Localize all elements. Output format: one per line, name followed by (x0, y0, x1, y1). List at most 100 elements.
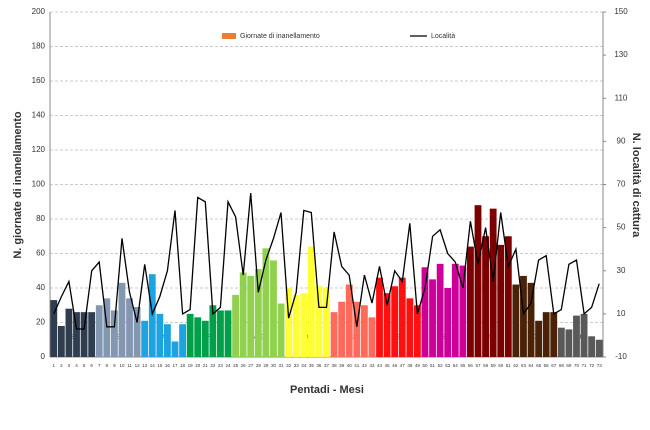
y-tick-label: 20 (36, 318, 45, 327)
x-tick-label: 61 (506, 363, 512, 368)
x-tick-label: 44 (377, 363, 383, 368)
x-tick-label: 69 (566, 363, 572, 368)
x-tick-label: 70 (574, 363, 580, 368)
x-tick-label: 64 (529, 363, 535, 368)
x-tick-label: 3 (68, 363, 71, 368)
x-tick-label: 40 (347, 363, 353, 368)
y-tick-label: 180 (32, 42, 46, 51)
x-tick-label: 13 (142, 363, 148, 368)
x-tick-label: 14 (150, 363, 156, 368)
x-tick-label: 26 (241, 363, 247, 368)
x-tick-label: 34 (301, 363, 307, 368)
bar (565, 329, 573, 357)
y-tick-label: 140 (32, 111, 46, 120)
x-tick-label: 56 (468, 363, 474, 368)
x-tick-label: 46 (392, 363, 398, 368)
y-tick-label: 80 (36, 214, 45, 223)
bar (474, 205, 482, 357)
bar (262, 248, 270, 357)
month-label: DIC (576, 334, 585, 340)
x-tick-label: 48 (407, 363, 413, 368)
x-tick-label: 50 (422, 363, 428, 368)
x-tick-label: 42 (362, 363, 368, 368)
x-tick-label: 19 (188, 363, 194, 368)
x-tick-label: 22 (210, 363, 216, 368)
bar (50, 300, 58, 357)
x-tick-label: 30 (271, 363, 277, 368)
bar (126, 298, 133, 357)
x-tick-label: 16 (165, 363, 171, 368)
x-tick-label: 54 (453, 363, 459, 368)
bar (353, 301, 361, 357)
bar (573, 315, 580, 357)
legend-label: Giornate di inanellamento (240, 33, 320, 40)
x-tick-label: 38 (332, 363, 338, 368)
x-tick-label: 41 (354, 363, 360, 368)
x-tick-label: 36 (316, 363, 322, 368)
month-label: APR (204, 334, 215, 340)
x-tick-label: 63 (521, 363, 527, 368)
y-tick-label: 0 (41, 352, 46, 361)
bar (254, 269, 262, 357)
x-tick-label: 68 (559, 363, 565, 368)
bar (451, 263, 459, 357)
x-tick-label: 47 (400, 363, 406, 368)
x-tick-label: 32 (286, 363, 292, 368)
bar (133, 306, 141, 357)
bar (467, 246, 474, 357)
bar (270, 260, 277, 357)
x-tick-label: 9 (113, 363, 116, 368)
bar (247, 275, 255, 357)
x-tick-label: 39 (339, 363, 345, 368)
bar (459, 265, 467, 357)
bar (520, 275, 527, 357)
x-tick-label: 12 (135, 363, 141, 368)
bar (368, 317, 376, 357)
bar (57, 325, 65, 357)
month-label: SET (439, 334, 449, 340)
x-tick-label: 7 (98, 363, 101, 368)
bar (595, 339, 603, 357)
y2-tick-label: 90 (617, 136, 626, 145)
x-tick-label: 33 (294, 363, 300, 368)
bar (413, 305, 421, 357)
x-tick-label: 11 (127, 363, 132, 368)
bar (224, 310, 232, 357)
x-tick-label: 10 (119, 363, 125, 368)
bar (300, 293, 308, 357)
bar (217, 310, 224, 357)
x-tick-label: 57 (475, 363, 481, 368)
bar (489, 208, 497, 357)
bar (436, 263, 444, 357)
bar (383, 293, 391, 357)
x-tick-label: 8 (106, 363, 109, 368)
x-tick-label: 72 (589, 363, 595, 368)
bar (512, 284, 520, 357)
y2-axis-title: N. località di cattura (630, 133, 642, 238)
x-tick-label: 1 (53, 363, 56, 368)
x-tick-label: 71 (582, 363, 588, 368)
x-axis-title: Pentadi - Mesi (290, 384, 364, 396)
x-tick-label: 15 (157, 363, 163, 368)
bar (141, 320, 149, 357)
month-label: LUG (348, 334, 358, 340)
y2-tick-label: 10 (617, 309, 626, 318)
bar (315, 286, 323, 357)
x-tick-label: 53 (445, 363, 451, 368)
y2-tick-label: 70 (617, 180, 626, 189)
bar (504, 236, 512, 357)
x-tick-label: 20 (195, 363, 201, 368)
y-tick-label: 60 (36, 249, 45, 258)
bar (360, 305, 368, 357)
y-tick-label: 160 (32, 76, 46, 85)
x-tick-label: 21 (203, 363, 209, 368)
bar (88, 312, 96, 357)
x-tick-label: 35 (309, 363, 315, 368)
line (53, 193, 600, 330)
x-tick-label: 17 (172, 363, 178, 368)
month-label: FEB (113, 334, 123, 340)
bar (444, 288, 452, 357)
month-label: NOV (529, 334, 541, 340)
x-tick-label: 73 (597, 363, 603, 368)
bar (201, 320, 209, 357)
